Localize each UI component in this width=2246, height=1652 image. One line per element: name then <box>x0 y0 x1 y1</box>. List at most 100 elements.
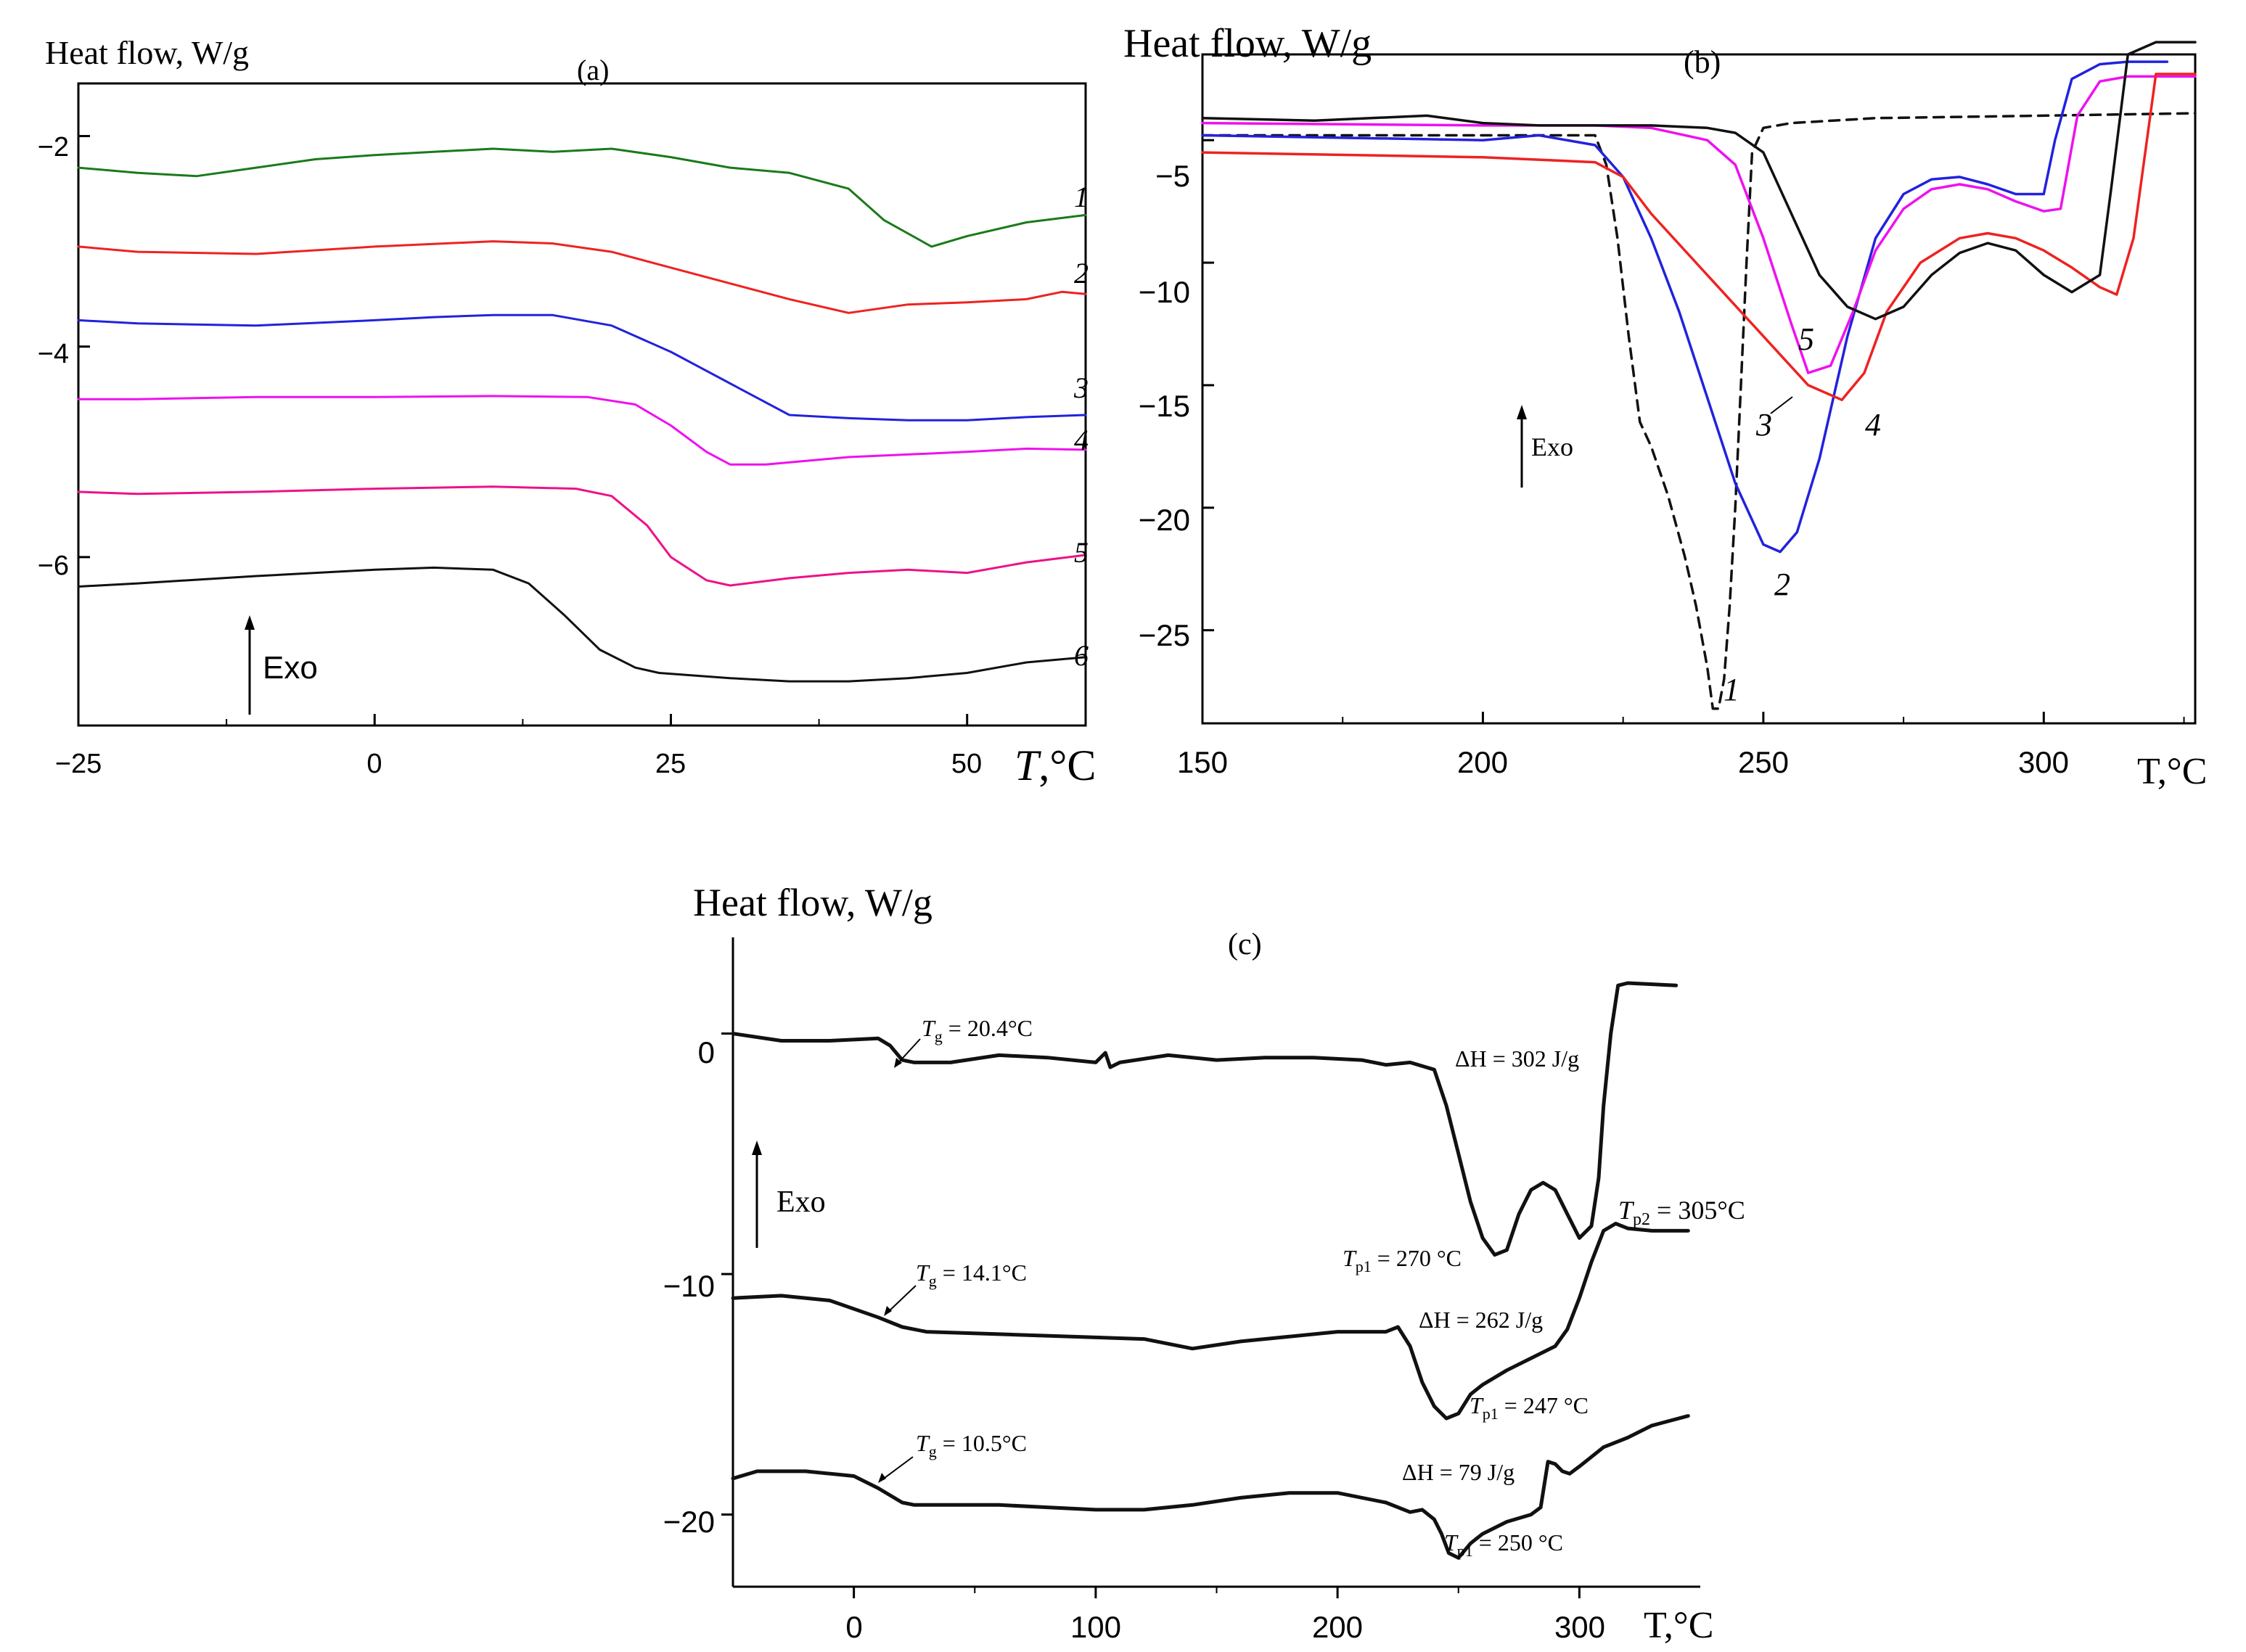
panel-b-frame <box>1201 53 2197 725</box>
panel-a-ytick-label: −4 <box>38 339 69 369</box>
panel-c-annotations: Tg = 20.4°C Tg = 14.1°C Tg = 10.5°C ΔH =… <box>878 1015 1745 1560</box>
curve-label-1: 1 <box>1074 181 1089 213</box>
panel-b-xlabel: T,°C <box>2137 751 2207 792</box>
tg-top-subscript: g <box>935 1027 943 1045</box>
tp1-mid-subscript: p1 <box>1483 1405 1499 1423</box>
series-line-5 <box>1201 41 2197 321</box>
tp1-bot-subscript: p1 <box>1457 1542 1473 1560</box>
curve-label-2: 2 <box>1774 567 1790 602</box>
tg-bot-value: = 10.5°C <box>937 1430 1027 1456</box>
series-line-4 <box>1201 73 2197 401</box>
panel-c-ytick-label: −20 <box>663 1505 715 1539</box>
tp1-top-value: = 270 °C <box>1372 1245 1462 1271</box>
tp1-mid-symbol: T <box>1470 1392 1484 1418</box>
series-line-1 <box>77 147 1087 248</box>
panel-b: Heat flow, W/g (b) 150 200 250 300 −5 −1… <box>1123 21 2207 792</box>
panel-a-xtick-label: 50 <box>951 749 982 779</box>
tg-top-arrow <box>895 1038 921 1066</box>
exo-arrowhead <box>752 1141 762 1155</box>
panel-b-ytick-label: −10 <box>1139 275 1190 309</box>
dh-top-label: ΔH = 302 J/g <box>1455 1045 1579 1072</box>
curve-3-leader <box>1770 396 1793 414</box>
curve-label-3: 3 <box>1755 407 1772 443</box>
tp2-top-label: Tp2 = 305°C <box>1618 1196 1745 1229</box>
panel-b-xtick-label: 300 <box>2018 745 2069 779</box>
panel-c-xtick-label: 100 <box>1070 1610 1121 1644</box>
curve-label-5: 5 <box>1074 536 1089 569</box>
tg-bot-arrow <box>881 1456 914 1481</box>
panel-c-xtick-label: 0 <box>845 1610 862 1644</box>
panel-a-series <box>77 147 1087 683</box>
tp1-top-label: Tp1 = 270 °C <box>1343 1245 1462 1275</box>
panel-a-ytick-label: −6 <box>38 551 69 581</box>
panel-a-frame <box>77 82 1087 727</box>
panel-b-title: (b) <box>1684 44 1721 80</box>
panel-a-axis-ticks <box>77 135 969 726</box>
curve-label-5: 5 <box>1798 321 1814 357</box>
panel-a-tick-labels: −25 0 25 50 −2 −4 −6 <box>38 132 982 779</box>
panel-c-ylabel: Heat flow, W/g <box>693 881 933 924</box>
panel-c-tick-labels: 0 100 200 300 0 −10 −20 <box>663 1035 1605 1644</box>
tp1-top-subscript: p1 <box>1356 1257 1372 1275</box>
series-line-6 <box>77 566 1087 683</box>
tg-mid-symbol: T <box>916 1259 930 1286</box>
series-line-top <box>731 981 1679 1257</box>
panel-c-axis-ticks <box>721 1032 1581 1598</box>
tg-top-arrowhead <box>894 1058 902 1068</box>
tp1-bot-value: = 250 °C <box>1473 1529 1563 1556</box>
tg-bot-label: Tg = 10.5°C <box>916 1430 1027 1460</box>
tp1-bot-label: Tp1 = 250 °C <box>1444 1529 1563 1560</box>
panel-a-exo-arrow: Exo <box>245 615 318 715</box>
tg-top-symbol: T <box>922 1015 936 1041</box>
panel-a-title: (a) <box>577 54 609 86</box>
tg-bot-symbol: T <box>916 1430 930 1456</box>
panel-b-tick-labels: 150 200 250 300 −5 −10 −15 −20 −25 <box>1139 159 2069 779</box>
exo-label: Exo <box>1531 432 1573 461</box>
panel-b-ytick-label: −25 <box>1139 618 1190 652</box>
panel-c-xtick-label: 300 <box>1554 1610 1605 1644</box>
panel-c-xlabel: T,°C <box>1644 1605 1713 1646</box>
tp2-top-symbol: T <box>1618 1196 1635 1225</box>
series-line-3 <box>1201 75 2197 374</box>
panel-c-ytick-label: 0 <box>698 1035 715 1069</box>
exo-arrowhead <box>1517 405 1527 419</box>
series-line-4 <box>77 395 1087 466</box>
panel-a-curve-labels: 1 2 3 4 5 6 <box>1073 181 1089 672</box>
panel-c-series <box>731 981 1690 1560</box>
tp1-bot-symbol: T <box>1444 1529 1459 1556</box>
tg-mid-value: = 14.1°C <box>937 1259 1027 1286</box>
panel-b-xtick-label: 200 <box>1457 745 1508 779</box>
tg-bot-arrowhead <box>878 1473 886 1483</box>
panel-b-curve-labels: 1 2 3 4 5 <box>1724 321 1881 707</box>
tp2-top-value: = 305°C <box>1650 1196 1745 1225</box>
tg-mid-arrow <box>886 1285 917 1314</box>
tp1-mid-label: Tp1 = 247 °C <box>1470 1392 1589 1423</box>
panel-a-xtick-label: 25 <box>655 749 686 779</box>
panel-c-title: (c) <box>1228 928 1262 961</box>
panel-a-ytick-label: −2 <box>38 132 69 163</box>
series-line-5 <box>77 485 1087 587</box>
curve-label-6: 6 <box>1074 639 1089 672</box>
series-line-1 <box>1201 112 2197 710</box>
exo-label: Exo <box>776 1185 826 1219</box>
exo-arrowhead <box>245 615 255 630</box>
curve-label-4: 4 <box>1074 424 1089 456</box>
tg-bot-subscript: g <box>929 1442 937 1460</box>
dh-bot-label: ΔH = 79 J/g <box>1402 1459 1515 1485</box>
panel-c-xtick-label: 200 <box>1312 1610 1363 1644</box>
panel-b-xtick-label: 250 <box>1738 745 1789 779</box>
panel-b-exo-arrow: Exo <box>1517 405 1573 488</box>
tp1-top-symbol: T <box>1343 1245 1357 1271</box>
tp1-mid-value: = 247 °C <box>1499 1392 1589 1418</box>
panel-c: Heat flow, W/g (c) 0 100 200 300 0 −10 −… <box>663 881 1745 1646</box>
panel-a-xlabel-unit: ,°C <box>1038 741 1096 789</box>
exo-label: Exo <box>263 650 318 686</box>
tg-top-value: = 20.4°C <box>943 1015 1033 1041</box>
panel-b-ytick-label: −5 <box>1155 159 1190 193</box>
dh-mid-label: ΔH = 262 J/g <box>1419 1307 1543 1333</box>
panel-a: Heat flow, W/g (a) −25 0 25 50 −2 −4 −6 … <box>38 34 1097 789</box>
panel-c-ytick-label: −10 <box>663 1269 715 1303</box>
panel-a-xtick-label: −25 <box>55 749 102 779</box>
series-line-3 <box>77 313 1087 422</box>
